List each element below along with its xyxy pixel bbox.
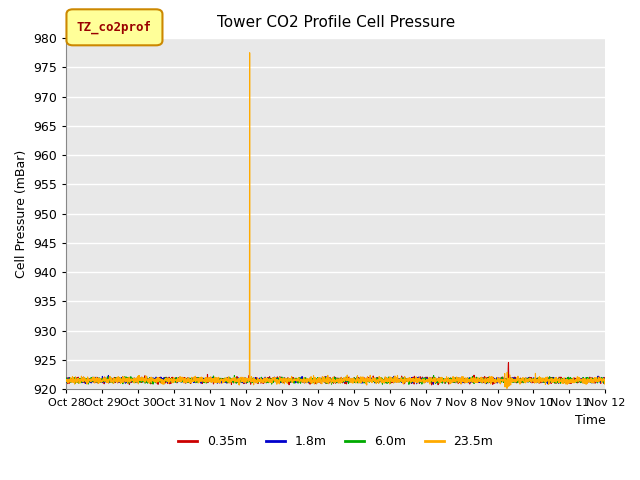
23.5m [503, 385, 511, 391]
0.35m [63, 375, 70, 381]
1.8m [602, 378, 609, 384]
0.35m [554, 378, 562, 384]
6.0m [569, 378, 577, 384]
Line: 1.8m: 1.8m [67, 375, 605, 384]
0.35m [428, 382, 435, 388]
0.35m [493, 380, 500, 385]
23.5m [63, 377, 70, 383]
23.5m [351, 378, 359, 384]
23.5m [246, 50, 253, 56]
1.8m [63, 378, 70, 384]
0.35m [213, 379, 221, 384]
0.35m [351, 377, 359, 383]
Line: 23.5m: 23.5m [67, 53, 605, 388]
1.8m [554, 376, 562, 382]
23.5m [602, 376, 609, 382]
1.8m [429, 381, 437, 387]
0.35m [569, 377, 577, 383]
6.0m [351, 376, 359, 382]
Y-axis label: Cell Pressure (mBar): Cell Pressure (mBar) [15, 149, 28, 278]
1.8m [104, 372, 112, 378]
6.0m [230, 372, 238, 378]
Title: Tower CO2 Profile Cell Pressure: Tower CO2 Profile Cell Pressure [217, 15, 455, 30]
23.5m [493, 379, 500, 385]
23.5m [569, 380, 577, 386]
0.35m [363, 378, 371, 384]
0.35m [602, 377, 609, 383]
23.5m [554, 376, 562, 382]
23.5m [364, 378, 371, 384]
1.8m [493, 375, 500, 381]
Line: 0.35m: 0.35m [67, 363, 605, 385]
X-axis label: Time: Time [575, 414, 605, 427]
23.5m [213, 380, 221, 386]
6.0m [502, 384, 510, 389]
6.0m [493, 378, 500, 384]
1.8m [213, 379, 221, 385]
6.0m [364, 378, 371, 384]
6.0m [602, 378, 609, 384]
6.0m [213, 377, 221, 383]
Legend: 0.35m, 1.8m, 6.0m, 23.5m: 0.35m, 1.8m, 6.0m, 23.5m [173, 430, 499, 453]
6.0m [554, 378, 562, 384]
1.8m [351, 376, 359, 382]
6.0m [63, 375, 70, 381]
1.8m [364, 378, 371, 384]
0.35m [504, 360, 512, 366]
1.8m [569, 377, 577, 383]
Line: 6.0m: 6.0m [67, 375, 605, 386]
Text: TZ_co2prof: TZ_co2prof [77, 21, 152, 34]
